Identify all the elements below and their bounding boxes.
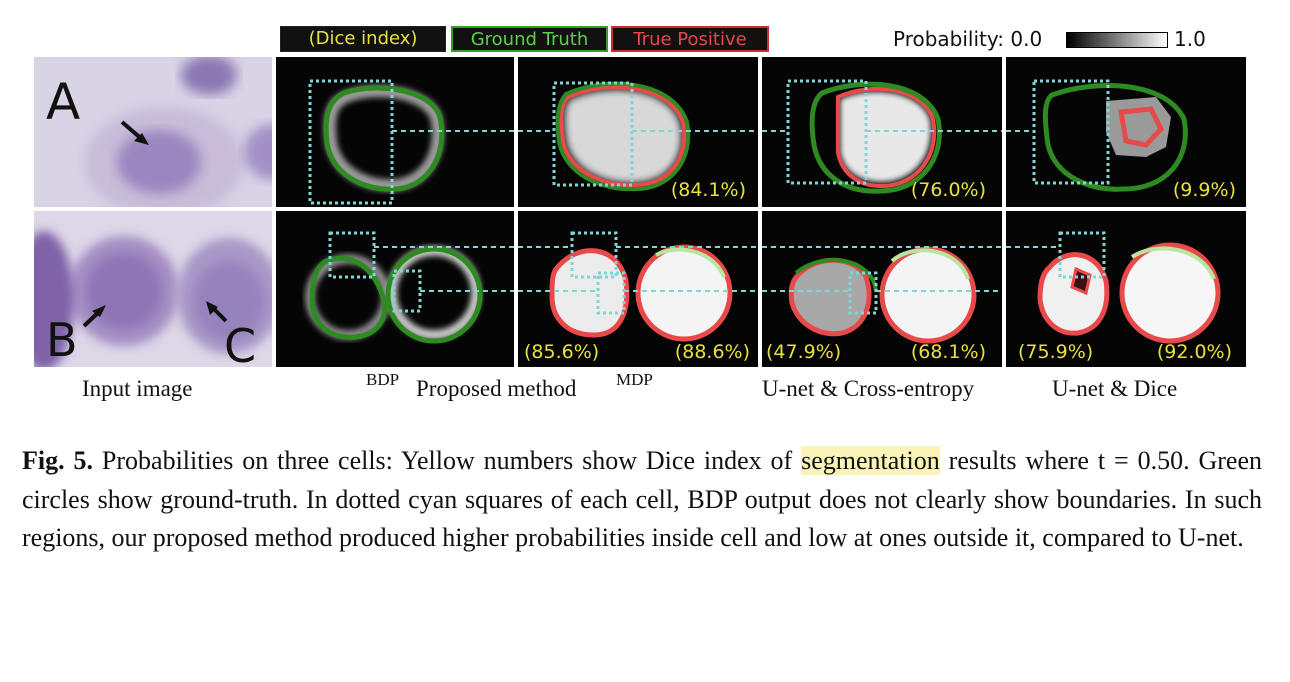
- label-input-image: Input image: [82, 376, 193, 401]
- mdp-output-cells-b-c: (85.6%) (88.6%): [518, 211, 758, 367]
- bdp-output-cells-b-c: [276, 211, 514, 367]
- dice-row2-unet-dice-left: (75.9%): [1018, 341, 1094, 363]
- dice-row2-unet-ce-left: (47.9%): [766, 341, 842, 363]
- dice-row2-unet-dice-right: (92.0%): [1156, 341, 1232, 363]
- input-image-cell-a: A: [34, 57, 272, 207]
- input-image-cells-b-c: B C: [34, 211, 272, 367]
- dice-row1-mdp: (84.1%): [670, 179, 746, 201]
- unet-dice-output-cell-a: (9.9%): [1006, 57, 1246, 207]
- dice-row1-unet-dice: (9.9%): [1172, 179, 1236, 201]
- cell-label-c: C: [224, 319, 257, 367]
- label-unet-cross-entropy: U-net & Cross-entropy: [762, 376, 975, 401]
- caption-text-after: results where t = 0.50. Green circles sh…: [22, 446, 1262, 552]
- label-mdp: MDP: [616, 370, 653, 389]
- unet-ce-output-cells-b-c: (47.9%) (68.1%): [762, 211, 1002, 367]
- unet-ce-output-cell-a: (76.0%): [762, 57, 1002, 207]
- bdp-output-cell-a: [276, 57, 514, 207]
- input-image-cells-b-c-graphic: [34, 211, 272, 367]
- legend-dice-index: (Dice index): [280, 26, 446, 52]
- cell-label-b: B: [46, 313, 78, 367]
- probability-colorbar: [1066, 32, 1168, 48]
- dice-row2-unet-ce-right: (68.1%): [910, 341, 986, 363]
- label-unet-dice: U-net & Dice: [1052, 376, 1178, 401]
- input-image-cell-a-graphic: [34, 57, 272, 207]
- mdp-output-cell-a: (84.1%): [518, 57, 758, 207]
- caption-text-before: Probabilities on three cells: Yellow num…: [93, 446, 802, 475]
- probability-max-label: 1.0: [1174, 27, 1206, 51]
- legend-true-positive: True Positive: [611, 26, 769, 52]
- legend-ground-truth: Ground Truth: [451, 26, 608, 52]
- dice-row2-mdp-right: (88.6%): [674, 341, 750, 363]
- cell-label-a: A: [46, 73, 81, 131]
- figure-number: Fig. 5.: [22, 446, 94, 475]
- probability-label: Probability: 0.0: [893, 27, 1043, 51]
- dice-row2-mdp-left: (85.6%): [524, 341, 600, 363]
- caption-highlight: segmentation: [801, 446, 940, 475]
- figure-caption: Fig. 5. Probabilities on three cells: Ye…: [22, 442, 1262, 558]
- label-bdp: BDP: [366, 370, 400, 389]
- label-proposed-method: Proposed method: [416, 376, 577, 401]
- dice-row1-unet-ce: (76.0%): [910, 179, 986, 201]
- unet-dice-output-cells-b-c: (75.9%) (92.0%): [1006, 211, 1246, 367]
